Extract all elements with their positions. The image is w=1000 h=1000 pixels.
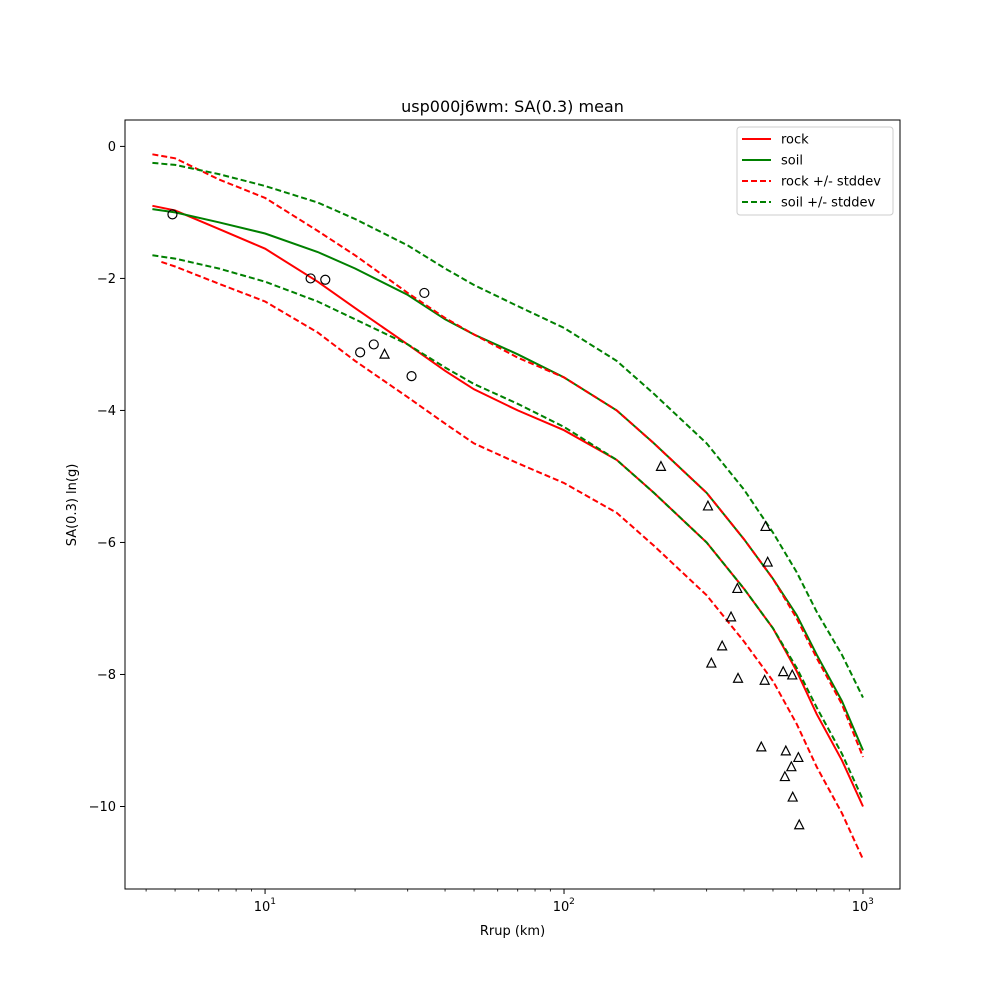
data-point-triangle: [785, 760, 797, 772]
data-point-triangle: [755, 740, 767, 752]
x-axis-label: Rrup (km): [480, 924, 545, 939]
series-line-2: [152, 153, 864, 758]
data-point-circle: [305, 273, 316, 284]
data-point-triangle: [792, 751, 804, 763]
x-tick-exponent: 3: [868, 897, 874, 907]
chart-title: usp000j6wm: SA(0.3) mean: [401, 97, 624, 116]
data-point-triangle: [760, 520, 771, 532]
x-tick-exponent: 2: [569, 897, 575, 907]
y-tick-label: −6: [97, 536, 116, 551]
data-point-circle: [320, 274, 331, 285]
series-line-0: [152, 204, 864, 807]
data-point-circle: [368, 339, 379, 350]
data-point-triangle: [780, 744, 792, 756]
data-point-triangle: [762, 555, 774, 567]
x-tick-label: 10: [553, 900, 570, 915]
legend-label: soil: [781, 154, 803, 169]
x-axis: 10 1 10 2 10 3: [145, 889, 874, 915]
legend-label: rock: [781, 133, 809, 148]
y-tick-label: −4: [97, 404, 116, 419]
x-tick-label: 10: [852, 900, 869, 915]
data-point-circle: [406, 371, 417, 382]
y-tick-label: −2: [97, 272, 116, 287]
data-point-triangle: [702, 499, 714, 511]
legend: rock soil rock +/- stddev soil +/- stddev: [736, 126, 894, 216]
data-point-circle: [355, 347, 366, 358]
y-tick-label: −8: [97, 668, 116, 683]
data-point-triangle: [716, 639, 728, 651]
data-point-circle: [167, 209, 178, 220]
data-point-triangle: [725, 610, 737, 622]
data-point-triangle: [379, 348, 391, 359]
series-line-3: [161, 260, 864, 860]
data-point-circle: [419, 287, 430, 299]
y-axis-label: SA(0.3) ln(g): [65, 464, 80, 547]
data-point-triangle: [732, 672, 744, 683]
scatter-layer: [167, 209, 805, 830]
data-point-triangle: [655, 460, 667, 471]
data-point-triangle: [759, 674, 771, 685]
data-point-triangle: [777, 665, 789, 677]
data-point-triangle: [779, 770, 791, 782]
legend-box: [736, 126, 894, 216]
series-line-1: [152, 208, 864, 751]
data-point-triangle: [787, 790, 799, 802]
data-point-triangle: [793, 818, 805, 830]
data-point-triangle: [731, 582, 743, 594]
x-tick-exponent: 1: [270, 897, 276, 907]
x-tick-label: 10: [254, 900, 271, 915]
legend-label: soil +/- stddev: [781, 196, 876, 211]
y-tick-label: −10: [89, 800, 116, 815]
data-point-triangle: [705, 656, 717, 668]
y-axis: 0 −2 −4 −6 −8 −10: [89, 140, 125, 815]
plot-area-frame: [124, 119, 901, 890]
y-tick-label: 0: [108, 140, 116, 155]
series-layer: [152, 153, 864, 860]
legend-label: rock +/- stddev: [781, 175, 881, 190]
data-point-triangle: [786, 668, 798, 680]
